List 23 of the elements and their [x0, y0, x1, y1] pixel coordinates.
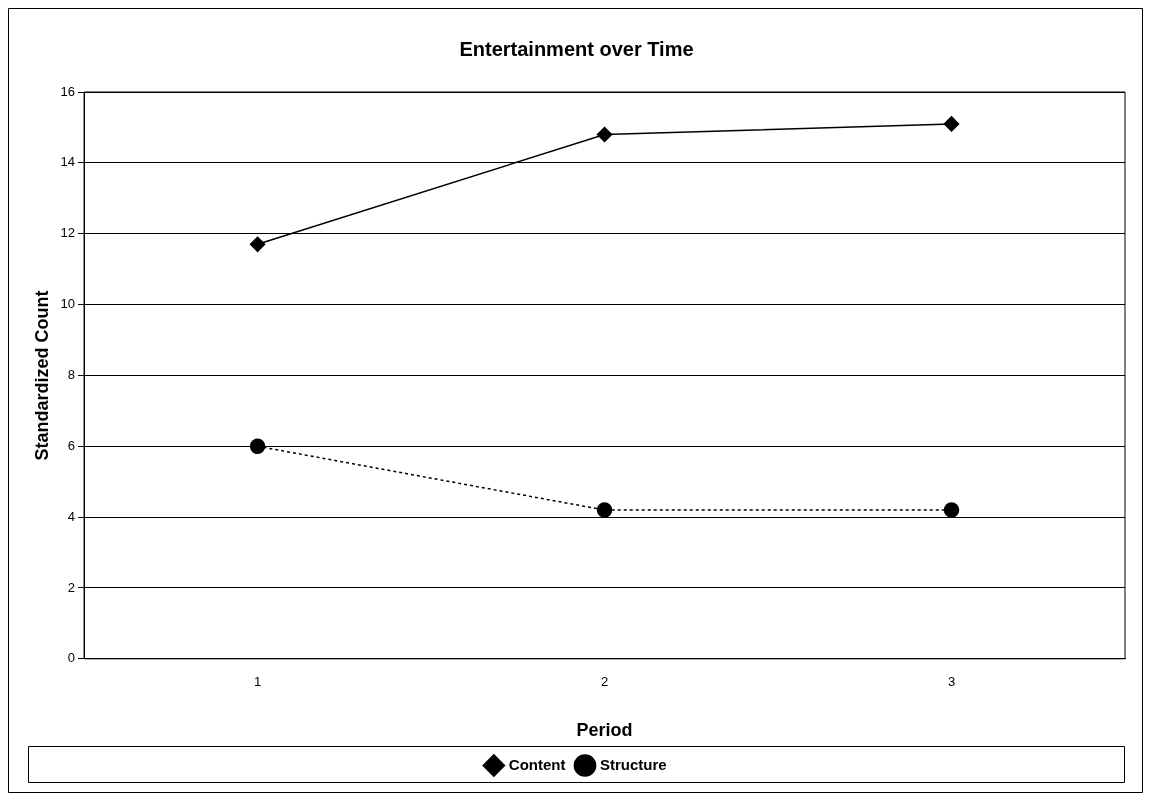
- chart-title: Entertainment over Time: [459, 37, 694, 60]
- y-tick-label: 6: [67, 437, 76, 453]
- y-tick-label: 0: [67, 650, 76, 666]
- legend-label: Structure: [599, 755, 667, 773]
- point: [249, 438, 266, 454]
- x-tick-label: 3: [947, 674, 956, 690]
- x-axis-title: Period: [576, 720, 633, 741]
- y-tick-label: 14: [60, 154, 76, 170]
- y-tick-label: 4: [67, 508, 76, 524]
- x-tick-label: 1: [253, 674, 262, 690]
- y-tick-label: 10: [60, 296, 76, 312]
- point: [596, 126, 613, 143]
- y-tick-label: 8: [67, 366, 76, 382]
- x-tick-label: 2: [600, 674, 609, 690]
- point: [596, 502, 613, 518]
- point: [249, 236, 266, 253]
- point: [943, 502, 960, 518]
- y-tick-label: 16: [60, 83, 76, 99]
- y-tick-label: 12: [60, 225, 76, 241]
- legend-label: Content: [508, 755, 566, 773]
- point: [943, 116, 960, 132]
- y-axis-title: Standardized Count: [31, 290, 52, 461]
- y-tick-label: 2: [67, 579, 76, 595]
